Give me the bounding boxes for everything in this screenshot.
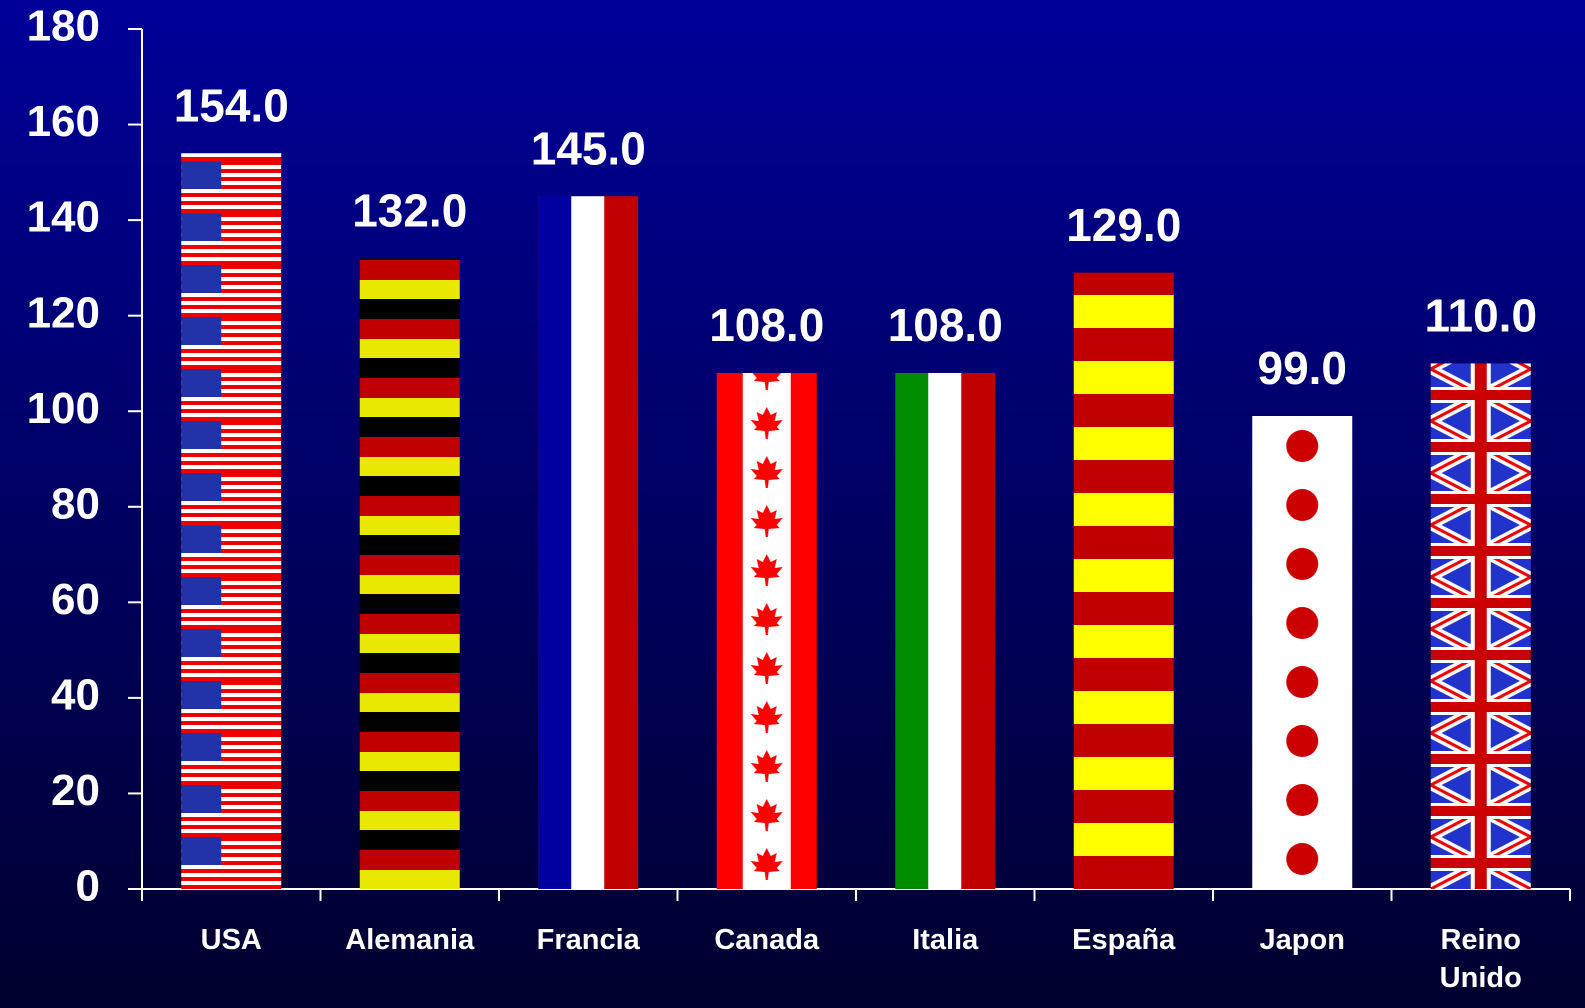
x-tick-label: Canada (714, 924, 820, 956)
x-tick-label: Reino Unido (1439, 924, 1522, 994)
x-tick-label: Japon (1259, 924, 1345, 956)
value-label: 110.0 (1424, 290, 1537, 342)
y-tick-label: 0 (76, 862, 100, 911)
bar (716, 373, 817, 889)
value-label: 145.0 (531, 122, 646, 174)
bar (359, 258, 460, 889)
value-label: 132.0 (352, 184, 467, 236)
x-tick-label: Italia (912, 924, 979, 956)
bar (538, 196, 639, 889)
y-tick-label: 40 (51, 671, 100, 720)
y-tick-label: 80 (51, 479, 100, 528)
bar (1430, 363, 1531, 889)
y-tick-label: 180 (27, 2, 100, 51)
value-label: 108.0 (709, 299, 824, 351)
y-tick-label: 100 (27, 384, 100, 433)
value-label: 129.0 (1066, 199, 1181, 251)
y-tick-label: 160 (27, 97, 100, 146)
value-label: 99.0 (1257, 342, 1347, 394)
x-tick-label: Alemania (345, 924, 475, 956)
bar (1252, 416, 1353, 889)
y-tick-label: 120 (27, 288, 100, 337)
x-tick-label: España (1072, 924, 1176, 956)
bar (895, 373, 996, 889)
bar (1073, 272, 1174, 890)
value-label: 154.0 (174, 79, 289, 131)
value-label: 108.0 (888, 299, 1003, 351)
bar (181, 153, 282, 889)
y-tick-label: 140 (27, 193, 100, 242)
y-tick-label: 60 (51, 575, 100, 624)
x-tick-label: USA (200, 924, 262, 956)
y-tick-label: 20 (51, 766, 100, 815)
x-tick-label: Francia (536, 924, 640, 956)
